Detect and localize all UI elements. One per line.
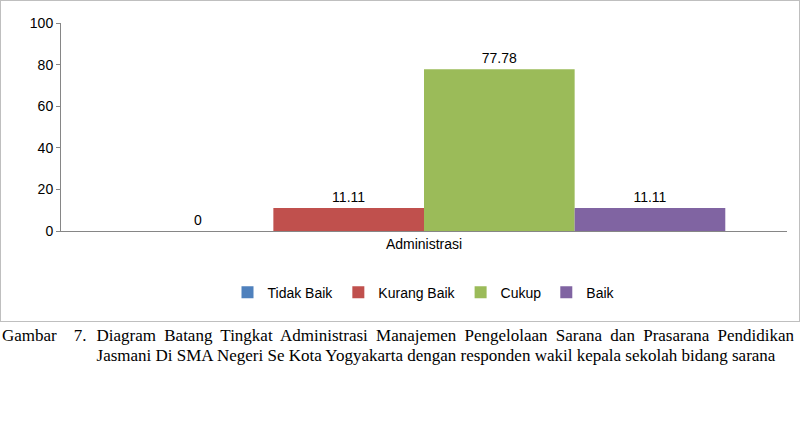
svg-text:Baik: Baik	[586, 285, 614, 301]
svg-text:0: 0	[45, 223, 53, 239]
html-text:Diagram Batang Tingkat Adminis: Diagram Batang Tingkat Administrasi Mana…	[96, 326, 794, 365]
svg-text:0: 0	[194, 212, 202, 228]
svg-text:40: 40	[38, 140, 54, 156]
svg-text:80: 80	[38, 57, 54, 73]
svg-text:Kurang Baik: Kurang Baik	[378, 285, 455, 301]
svg-text:11.11: 11.11	[332, 189, 365, 205]
svg-text:Tidak Baik: Tidak Baik	[268, 285, 334, 301]
svg-text:20: 20	[38, 181, 54, 197]
svg-text:11.11: 11.11	[633, 189, 666, 205]
svg-text:77.78: 77.78	[482, 50, 517, 66]
html-text:Gambar 7.: Gambar 7.	[2, 326, 87, 345]
svg-text:60: 60	[38, 98, 54, 114]
svg-text:Cukup: Cukup	[501, 285, 542, 301]
svg-text:Administrasi: Administrasi	[386, 236, 462, 252]
svg-text:100: 100	[30, 15, 54, 31]
